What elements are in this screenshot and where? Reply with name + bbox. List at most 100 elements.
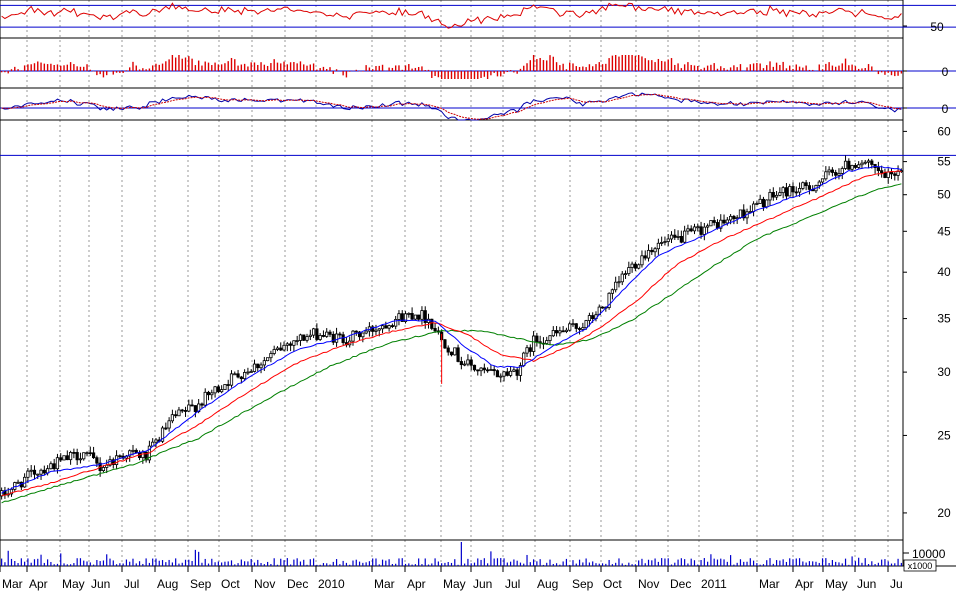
volume-bar: [158, 560, 160, 566]
candle-body: [610, 289, 614, 294]
volume-bar: [306, 564, 308, 566]
oscillator-panel: [0, 2, 956, 29]
volume-bar: [358, 561, 361, 566]
volume-bar: [657, 561, 659, 566]
month-label: Nov: [254, 577, 275, 591]
volume-bar: [372, 558, 374, 566]
candle-body: [768, 191, 772, 201]
volume-bar: [56, 563, 59, 566]
histogram-bar: [270, 63, 272, 71]
volume-bar: [378, 564, 380, 566]
histogram-bar: [779, 64, 781, 71]
volume-bar: [687, 563, 689, 566]
volume-bar: [152, 558, 154, 566]
candle-body: [187, 404, 191, 412]
candle-body: [364, 330, 368, 334]
price-panel: [0, 154, 956, 504]
volume-bar: [559, 564, 561, 566]
candle-body: [650, 249, 654, 253]
candle-body: [68, 451, 73, 461]
candle-body: [160, 427, 165, 442]
histogram-bar: [660, 60, 663, 71]
volume-bar: [700, 560, 702, 566]
volume-bar: [716, 559, 719, 566]
volume-bar: [759, 564, 761, 566]
candle-body: [220, 389, 224, 393]
histogram-bar: [394, 65, 397, 71]
volume-bar: [50, 561, 52, 566]
volume-bar: [894, 563, 896, 566]
volume-bar: [283, 560, 285, 566]
candle-body: [203, 391, 207, 406]
volume-bar: [142, 563, 144, 566]
candle-body: [308, 334, 312, 337]
candle-body: [52, 463, 56, 470]
volume-bar: [224, 561, 226, 566]
candle-body: [167, 420, 171, 429]
candle-body: [243, 372, 247, 380]
volume-bar: [647, 559, 650, 566]
histogram-bar: [329, 67, 331, 71]
histogram-bar: [10, 69, 13, 71]
volume-bar: [762, 564, 765, 566]
candle-body: [535, 335, 539, 343]
candle-body: [141, 451, 145, 459]
histogram-bar: [713, 63, 715, 71]
volume-bar: [17, 563, 19, 566]
candle-body: [164, 427, 168, 430]
volume-bar: [480, 559, 482, 566]
candle-body: [29, 469, 33, 472]
histogram-bar: [670, 58, 673, 71]
histogram-bar: [188, 56, 190, 71]
volume-bar: [693, 560, 696, 566]
candle-body: [49, 463, 53, 470]
candle-body: [807, 185, 812, 190]
volume-bar: [138, 561, 141, 566]
candle-body: [229, 373, 234, 386]
volume-bar: [861, 562, 863, 566]
histogram-bar: [89, 69, 91, 71]
candle-body: [177, 409, 181, 417]
candle-body: [108, 459, 112, 466]
volume-bar: [730, 555, 732, 566]
volume-bar: [536, 561, 538, 566]
month-label: Jun: [857, 577, 876, 591]
volume-bar: [578, 559, 581, 566]
candle-body: [683, 230, 687, 243]
candle-body: [285, 343, 289, 346]
histogram-bar: [158, 64, 160, 71]
candle-body: [505, 371, 509, 376]
candle-body: [502, 371, 506, 377]
candle-body: [466, 359, 470, 365]
candle-body: [545, 340, 549, 344]
candle-body: [584, 320, 588, 329]
histogram-bar: [243, 63, 246, 71]
price-tick-label: 45: [937, 224, 951, 238]
histogram-bar: [454, 71, 456, 79]
histogram-bar: [496, 71, 499, 77]
month-label: 2010: [318, 577, 345, 591]
volume-bar: [441, 563, 443, 566]
candle-body: [384, 325, 388, 329]
volume-bar: [490, 551, 492, 566]
candle-body: [88, 452, 92, 455]
volume-bar: [864, 558, 866, 566]
candle-body: [26, 470, 30, 478]
volume-bar: [27, 558, 29, 566]
histogram-bar: [148, 68, 151, 71]
histogram-bar: [805, 65, 807, 71]
volume-bar: [890, 563, 893, 566]
candle-body: [62, 455, 66, 461]
histogram-bar: [844, 58, 847, 71]
volume-bar: [674, 562, 676, 566]
volume-bar: [96, 560, 98, 566]
histogram-bar: [220, 64, 223, 71]
candle-body: [262, 360, 266, 366]
histogram-bar: [500, 71, 502, 77]
candle-body: [643, 255, 647, 259]
candle-body: [170, 414, 174, 422]
histogram-bar: [775, 62, 778, 71]
volume-bar: [234, 564, 236, 566]
histogram-bar: [76, 66, 78, 71]
